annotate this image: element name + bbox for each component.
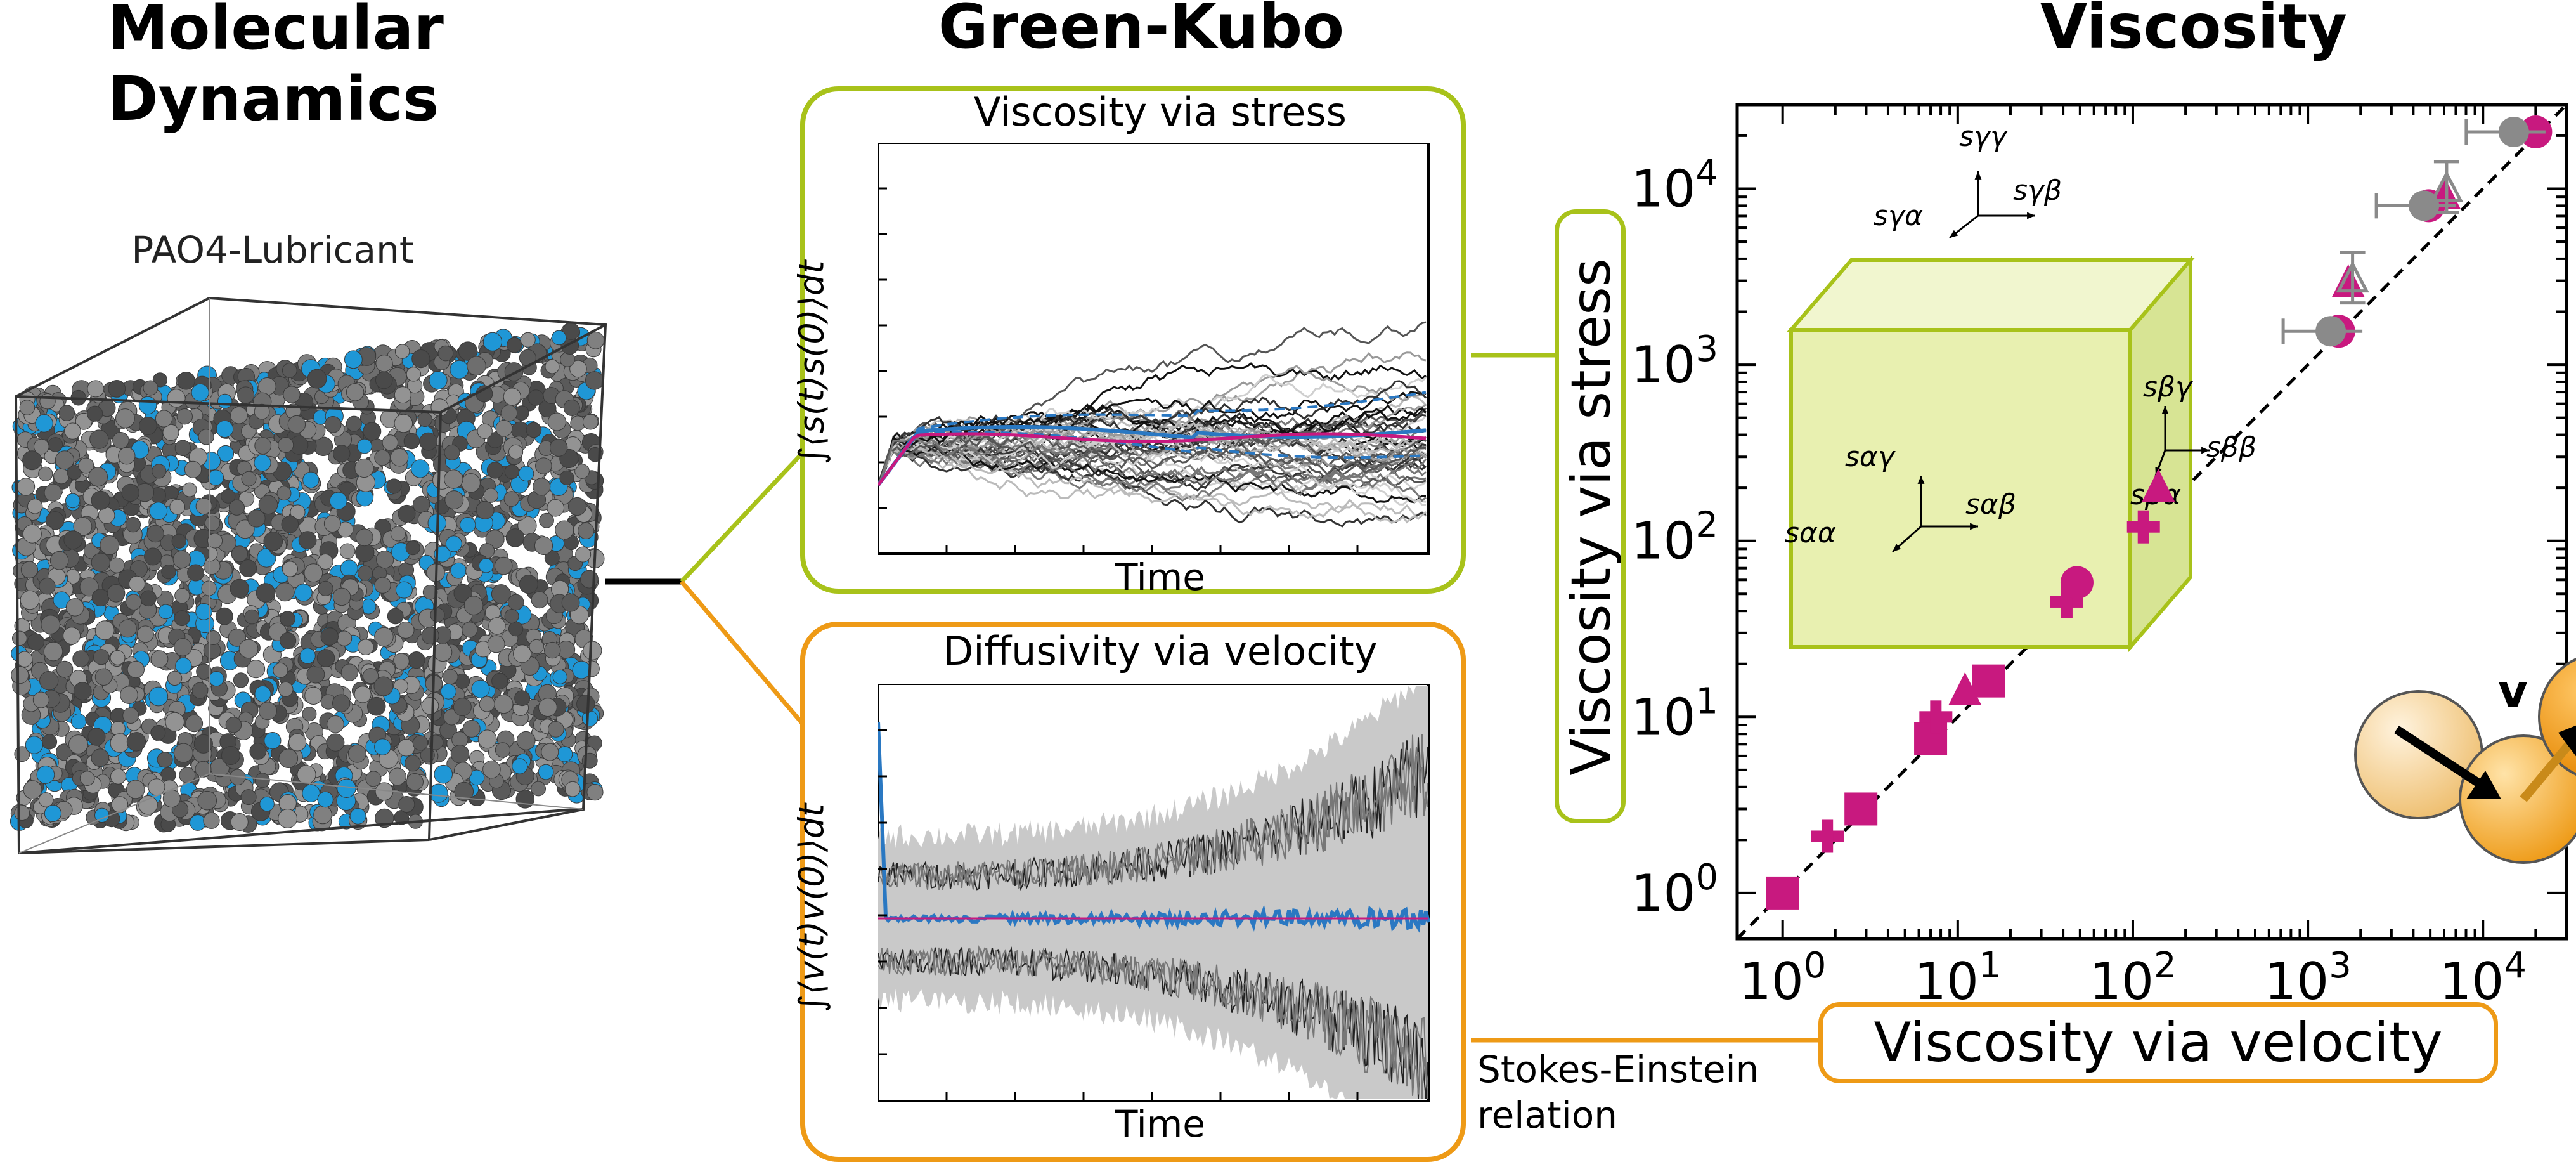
y-tick-label: 101 xyxy=(1631,681,1718,747)
atom-grey xyxy=(363,422,382,441)
marker-circle-grey xyxy=(2498,117,2529,148)
atom-blue xyxy=(158,604,174,620)
arrow-top-gg-head xyxy=(1974,171,1982,180)
y-tick-label: 103 xyxy=(1631,329,1718,395)
marker-plus-v xyxy=(2137,510,2149,544)
chart-ylabel: Viscosity via stress xyxy=(1560,258,1623,776)
atom-grey xyxy=(302,707,317,722)
stokes-einstein-label: Stokes-Einstein relation xyxy=(1477,1047,1759,1138)
green-connector-to-stress xyxy=(680,452,804,584)
stress-panel-title: Viscosity via stress xyxy=(974,89,1347,135)
x-tick-exponent: 1 xyxy=(1979,945,2002,986)
velocity-panel-xlabel: Time xyxy=(1115,1102,1205,1146)
cube-top-face xyxy=(1787,258,2195,332)
atom-grey xyxy=(327,715,344,733)
stokes-einstein-line1: Stokes-Einstein xyxy=(1477,1048,1759,1091)
cube-label-s_gg: sγγ xyxy=(1959,121,2008,153)
cube-label-s_gb: sγβ xyxy=(2013,174,2062,207)
x-tick-exponent: 0 xyxy=(1804,945,1827,986)
cube-label-s_bg: sβγ xyxy=(2143,371,2193,403)
velocity-vector-label: v xyxy=(2498,665,2528,718)
stress-panel-ylabel: ∫⟨s(t)s(0)⟩dt xyxy=(791,260,832,465)
marker-square xyxy=(1766,876,1799,910)
stokes-einstein-line2: relation xyxy=(1477,1093,1618,1137)
velocity-panel-title: Diffusivity via velocity xyxy=(943,628,1378,674)
x-tick-label: 104 xyxy=(2440,945,2527,1009)
y-tick-label: 102 xyxy=(1631,505,1718,571)
y-tick-label: 100 xyxy=(1631,857,1718,923)
marker-plus-v xyxy=(1822,819,1834,853)
stress-tensor-cube: sγγsγαsγβsαγsααsαβsβγsββsβα xyxy=(1785,121,2256,653)
heading-viscosity: Viscosity xyxy=(2040,0,2348,62)
cube-label-s_ag: sαγ xyxy=(1845,441,1896,473)
y-tick-exponent: 0 xyxy=(1695,857,1718,898)
velocity-panel-ylabel: ∫⟨v(t)v(0)⟩dt xyxy=(791,803,832,1013)
x-tick-label: 102 xyxy=(2089,945,2176,1009)
y-tick-exponent: 4 xyxy=(1695,152,1718,193)
atom-grey xyxy=(46,511,65,530)
atom-blue xyxy=(264,732,282,750)
y-tick-exponent: 1 xyxy=(1695,681,1718,722)
cube-label-s_ab: sαβ xyxy=(1965,488,2016,521)
arrow-top-gb-head xyxy=(2027,212,2035,219)
pao4-lubricant-label: PAO4-Lubricant xyxy=(131,228,414,271)
atom-grey xyxy=(89,429,109,449)
atom-grey xyxy=(539,512,554,528)
atom-grey xyxy=(254,773,270,788)
atom-cloud xyxy=(10,322,605,833)
y-tick-label: 104 xyxy=(1631,152,1718,218)
chart-xlabel: Viscosity via velocity xyxy=(1874,1011,2443,1074)
velocity-plot xyxy=(878,684,1430,1102)
cube-label-s_aa: sαα xyxy=(1785,517,1836,549)
marker-circle xyxy=(2060,566,2094,599)
velocity-balls-illustration: v xyxy=(2354,658,2576,864)
md-simulation-box xyxy=(10,296,607,855)
atom-grey xyxy=(339,543,356,559)
cube-side-face xyxy=(2128,254,2192,653)
x-tick-exponent: 4 xyxy=(2504,945,2527,986)
stress-plot xyxy=(878,143,1430,555)
x-tick-exponent: 3 xyxy=(2329,945,2352,986)
marker-square xyxy=(1972,664,2005,698)
atom-blue xyxy=(411,459,430,478)
heading-green-kubo: Green-Kubo xyxy=(938,0,1345,62)
x-tick-exponent: 2 xyxy=(2154,945,2177,986)
atom-grey xyxy=(56,660,74,678)
y-tick-exponent: 3 xyxy=(1695,329,1718,370)
cube-label-s_ga: sγα xyxy=(1874,200,1923,232)
orange-connector-to-velocity xyxy=(680,580,804,725)
x-tick-label: 100 xyxy=(1739,945,1826,1009)
cube-label-s_bb: sββ xyxy=(2206,431,2256,464)
marker-plus-v xyxy=(1930,700,1942,734)
x-tick-label: 103 xyxy=(2264,945,2351,1009)
y-tick-exponent: 2 xyxy=(1695,505,1718,546)
x-tick-label: 101 xyxy=(1914,945,2001,1009)
stress-panel-xlabel: Time xyxy=(1115,556,1205,599)
marker-circle-grey xyxy=(2315,316,2346,347)
marker-square xyxy=(1844,792,1878,826)
